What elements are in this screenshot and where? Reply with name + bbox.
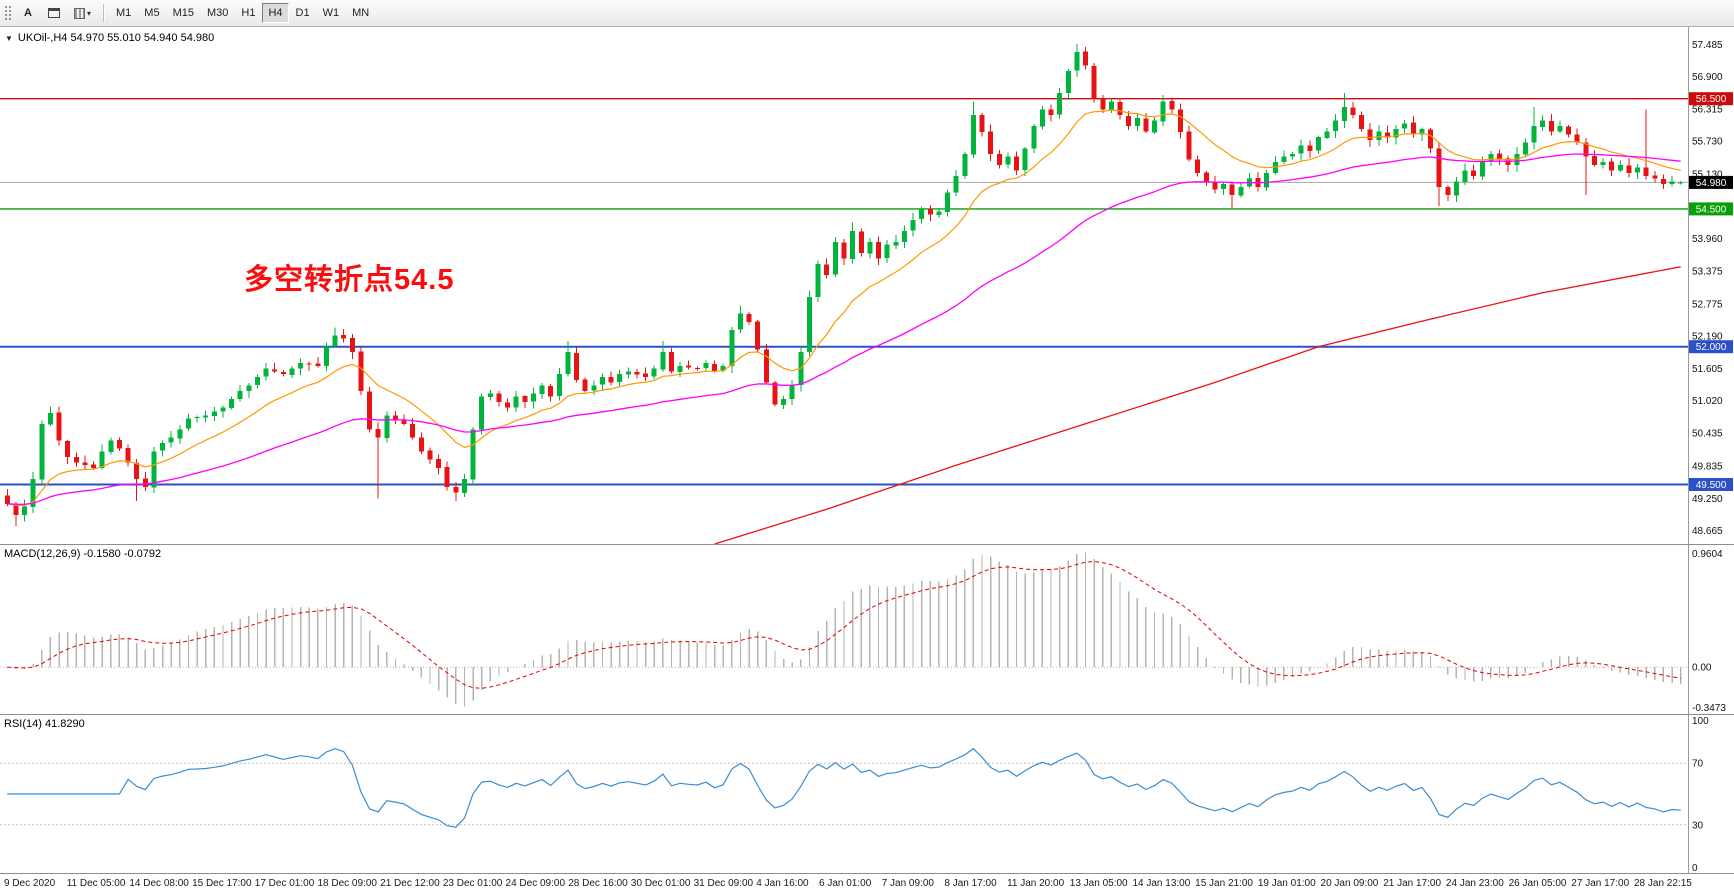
candlesticks[interactable] [4, 44, 1684, 526]
timeframe-button-mn[interactable]: MN [346, 3, 375, 23]
svg-text:49.835: 49.835 [1692, 462, 1723, 473]
chart-annotation-text[interactable]: 多空转折点54.5 [244, 264, 455, 296]
svg-text:54.500: 54.500 [1696, 204, 1727, 215]
macd-panel[interactable]: MACD(12,26,9) -0.1580 -0.0792 0.9604 0.00… [0, 544, 1734, 714]
macd-histogram [6, 552, 1682, 707]
time-axis-label: 30 Dec 01:00 [630, 878, 691, 889]
svg-text:-0.3473: -0.3473 [1692, 703, 1726, 714]
price-chart-plot[interactable]: 57.485 56.900 56.315 55.730 55.130 53.960 53.3… [0, 27, 1734, 544]
svg-text:0.9604: 0.9604 [1692, 549, 1723, 560]
rsi-label: RSI(14) 41.8290 [4, 718, 85, 730]
svg-text:49.500: 49.500 [1696, 480, 1727, 491]
timeframe-button-m1[interactable]: M1 [110, 3, 137, 23]
text-tool-button[interactable]: A [16, 3, 40, 23]
svg-text:52.190: 52.190 [1692, 332, 1723, 343]
timeframe-button-h1[interactable]: H1 [235, 3, 261, 23]
svg-text:51.020: 51.020 [1692, 396, 1723, 407]
svg-text:55.730: 55.730 [1692, 137, 1723, 148]
macd-plot[interactable]: 0.9604 0.00 -0.3473 [0, 545, 1734, 714]
chevron-down-icon: ▾ [87, 8, 92, 18]
time-axis-label: 4 Jan 16:00 [756, 878, 809, 889]
chart-window-button[interactable] [42, 3, 66, 23]
svg-text:0: 0 [1692, 863, 1698, 873]
chart-stack: ▼ UKOil-,H4 54.970 55.010 54.940 54.980 … [0, 27, 1734, 895]
svg-text:56.500: 56.500 [1696, 94, 1727, 105]
svg-text:53.960: 53.960 [1692, 234, 1723, 245]
toolbar: A ▾ M1 M5 M15 M30 H1 H4 D1 W1 MN [0, 0, 1734, 27]
toolbar-grip[interactable] [4, 5, 11, 21]
svg-text:52.000: 52.000 [1696, 342, 1727, 353]
rsi-line [7, 747, 1681, 828]
time-axis-label: 20 Jan 09:00 [1320, 878, 1379, 889]
timeframe-button-h4[interactable]: H4 [262, 3, 289, 23]
time-axis-label: 21 Dec 12:00 [380, 878, 440, 889]
symbol-ohlc-label: ▼ UKOil-,H4 54.970 55.010 54.940 54.980 [5, 32, 214, 44]
time-axis-label: 7 Jan 09:00 [881, 878, 934, 889]
svg-text:30: 30 [1692, 820, 1704, 831]
symbol-dropdown-icon[interactable]: ▼ [5, 33, 13, 43]
text-tool-label: A [24, 7, 32, 19]
time-axis[interactable]: 9 Dec 2020 11 Dec 05:00 14 Dec 08:00 15 Dec… [0, 873, 1734, 895]
time-axis-label: 9 Dec 2020 [4, 878, 56, 889]
rsi-panel[interactable]: RSI(14) 41.8290 100 70 30 0 [0, 714, 1734, 873]
rsi-plot[interactable]: 100 70 30 0 [0, 715, 1734, 873]
timeframe-button-m5[interactable]: M5 [138, 3, 165, 23]
time-axis-label: 26 Jan 05:00 [1508, 878, 1567, 889]
time-axis-label: 11 Dec 05:00 [66, 878, 126, 889]
toolbar-separator [103, 4, 105, 22]
time-axis-label: 14 Dec 08:00 [129, 878, 189, 889]
svg-text:51.605: 51.605 [1692, 364, 1723, 375]
svg-text:0.00: 0.00 [1692, 663, 1712, 674]
price-chart-panel[interactable]: ▼ UKOil-,H4 54.970 55.010 54.940 54.980 … [0, 27, 1734, 544]
price-tags: 56.500 54.500 52.000 49.500 54.980 [1689, 92, 1733, 491]
chart-window-icon [48, 8, 60, 18]
timeframe-button-d1[interactable]: D1 [290, 3, 316, 23]
svg-text:52.775: 52.775 [1692, 300, 1723, 311]
ma-lines [7, 109, 1681, 544]
svg-text:48.665: 48.665 [1692, 526, 1723, 537]
time-axis-label: 23 Dec 01:00 [442, 878, 503, 889]
rsi-axis-labels: 100 70 30 0 [1692, 716, 1709, 873]
horizontal-levels[interactable] [0, 97, 1688, 486]
time-axis-label: 17 Dec 01:00 [254, 878, 315, 889]
timeframe-button-group: M1 M5 M15 M30 H1 H4 D1 W1 MN [110, 3, 375, 23]
svg-text:49.250: 49.250 [1692, 494, 1723, 505]
svg-text:100: 100 [1692, 716, 1709, 727]
time-axis-label: 18 Dec 09:00 [317, 878, 377, 889]
timeframe-button-m30[interactable]: M30 [201, 3, 234, 23]
time-axis-label: 15 Dec 17:00 [192, 878, 252, 889]
svg-text:57.485: 57.485 [1692, 40, 1723, 51]
macd-signal-line [7, 560, 1681, 689]
svg-text:56.900: 56.900 [1692, 72, 1723, 83]
time-axis-label: 28 Dec 16:00 [568, 878, 628, 889]
time-axis-label: 11 Jan 20:00 [1007, 878, 1065, 889]
svg-text:56.315: 56.315 [1692, 104, 1723, 115]
time-axis-label: 8 Jan 17:00 [944, 878, 997, 889]
time-axis-label: 27 Jan 17:00 [1571, 878, 1630, 889]
time-axis-label: 14 Jan 13:00 [1132, 878, 1191, 889]
svg-text:54.980: 54.980 [1696, 178, 1727, 189]
time-axis-label: 6 Jan 01:00 [819, 878, 872, 889]
time-axis-label: 13 Jan 05:00 [1069, 878, 1128, 889]
time-axis-label: 21 Jan 17:00 [1383, 878, 1442, 889]
macd-label: MACD(12,26,9) -0.1580 -0.0792 [4, 548, 162, 560]
time-axis-label: 31 Dec 09:00 [693, 878, 754, 889]
macd-axis-labels: 0.9604 0.00 -0.3473 [1692, 549, 1726, 714]
timeframe-button-m15[interactable]: M15 [167, 3, 200, 23]
svg-text:53.375: 53.375 [1692, 266, 1723, 277]
timeframe-button-w1[interactable]: W1 [317, 3, 346, 23]
symbol-ohlc-text: UKOil-,H4 54.970 55.010 54.940 54.980 [17, 32, 215, 44]
time-axis-label: 24 Jan 23:00 [1445, 878, 1504, 889]
svg-text:55.130: 55.130 [1692, 170, 1723, 181]
svg-text:70: 70 [1692, 759, 1704, 770]
time-axis-label: 28 Jan 22:15 [1634, 878, 1692, 889]
periods-icon [74, 7, 85, 19]
svg-text:50.435: 50.435 [1692, 428, 1723, 439]
time-axis-label: 19 Jan 01:00 [1257, 878, 1316, 889]
time-axis-label: 24 Dec 09:00 [505, 878, 566, 889]
period-selector-button[interactable]: ▾ [68, 3, 97, 23]
time-axis-label: 15 Jan 21:00 [1195, 878, 1253, 889]
price-axis-labels: 57.485 56.900 56.315 55.730 55.130 53.960 53.3… [1692, 40, 1723, 537]
